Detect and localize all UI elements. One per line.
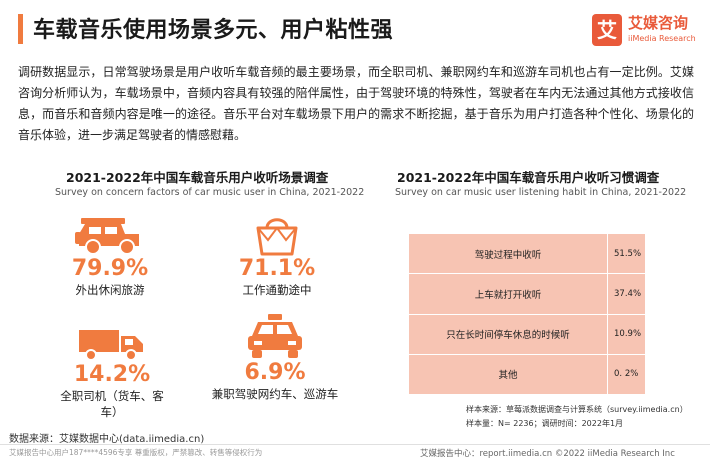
- stat-fulltime-driver: 14.2% 全职司机（货车、客 车）: [42, 328, 182, 420]
- stat-value: 6.9%: [244, 360, 306, 385]
- right-section-title: 2021-2022年中国车载音乐用户收听习惯调查: [397, 170, 660, 185]
- taxi-icon: [248, 314, 302, 358]
- brand-logo: 艾 艾媒咨询 iiMedia Research: [592, 12, 704, 52]
- table-row: 上车就打开收听 37.4%: [407, 273, 646, 315]
- habit-name: 只在长时间停车休息的时候听: [407, 313, 609, 355]
- habit-value: 0. 2%: [607, 353, 646, 396]
- stat-parttime-ridehailing: 6.9% 兼职驾驶网约车、巡游车: [200, 314, 350, 402]
- data-source: 数据来源：艾媒数据中心(data.iimedia.cn): [9, 434, 205, 445]
- stat-label-line2: 车）: [100, 405, 124, 419]
- habit-value: 37.4%: [607, 273, 646, 315]
- left-section-subtitle: Survey on concern factors of car music u…: [55, 187, 365, 198]
- stat-label-line1: 全职司机（货车、客: [60, 389, 164, 403]
- title-accent-bar: [18, 14, 23, 44]
- stat-value: 14.2%: [73, 362, 151, 387]
- stat-label: 兼职驾驶网约车、巡游车: [211, 387, 339, 401]
- table-row: 其他 0. 2%: [407, 353, 646, 396]
- footer-report-link[interactable]: 艾媒报告中心：report.iimedia.cn ©2022 iiMedia R…: [420, 449, 675, 459]
- habit-name: 驾驶过程中收听: [407, 232, 609, 275]
- brand-logo-mark: 艾: [592, 14, 622, 46]
- right-section-subtitle: Survey on car music user listening habit…: [395, 187, 687, 198]
- sample-source-note: 样本来源：草莓派数据调查与计算系统（survey.iimedia.cn）: [466, 405, 688, 414]
- stat-commute: 71.1% 工作通勤途中: [222, 214, 332, 298]
- footer-watermark: 艾媒报告中心用户187****4596专享 尊重版权，严禁篡改、转售等侵权行为: [9, 448, 263, 457]
- habit-value: 10.9%: [607, 313, 646, 355]
- stat-value: 71.1%: [238, 256, 316, 281]
- intro-paragraph: 调研数据显示，日常驾驶场景是用户收听车载音频的最主要场景，而全职司机、兼职网约车…: [18, 65, 694, 142]
- habit-name: 上车就打开收听: [407, 273, 609, 315]
- sample-size-note: 样本量：N= 2236；调研时间：2022年1月: [466, 419, 624, 428]
- listening-habit-table: 驾驶过程中收听 51.5% 上车就打开收听 37.4% 只在长时间停车休息的时候…: [407, 232, 646, 396]
- stat-label: 工作通勤途中: [242, 283, 312, 297]
- truck-icon: [79, 330, 143, 361]
- stat-value: 79.9%: [71, 256, 149, 281]
- stat-leisure-travel: 79.9% 外出休闲旅游: [55, 216, 165, 298]
- page-title: 车载音乐使用场景多元、用户粘性强: [33, 18, 394, 43]
- table-row: 只在长时间停车休息的时候听 10.9%: [407, 313, 646, 355]
- habit-name: 其他: [407, 353, 609, 396]
- jeep-icon: [75, 218, 139, 255]
- left-section-title: 2021-2022年中国车载音乐用户收听场景调查: [66, 170, 329, 185]
- table-row: 驾驶过程中收听 51.5%: [407, 232, 646, 275]
- footer-divider: [0, 444, 710, 445]
- brand-name-en: iiMedia Research: [628, 34, 696, 43]
- stat-label: 外出休闲旅游: [75, 283, 145, 297]
- handbag-icon: [256, 218, 298, 256]
- habit-value: 51.5%: [607, 232, 646, 275]
- brand-name: 艾媒咨询: [628, 14, 689, 32]
